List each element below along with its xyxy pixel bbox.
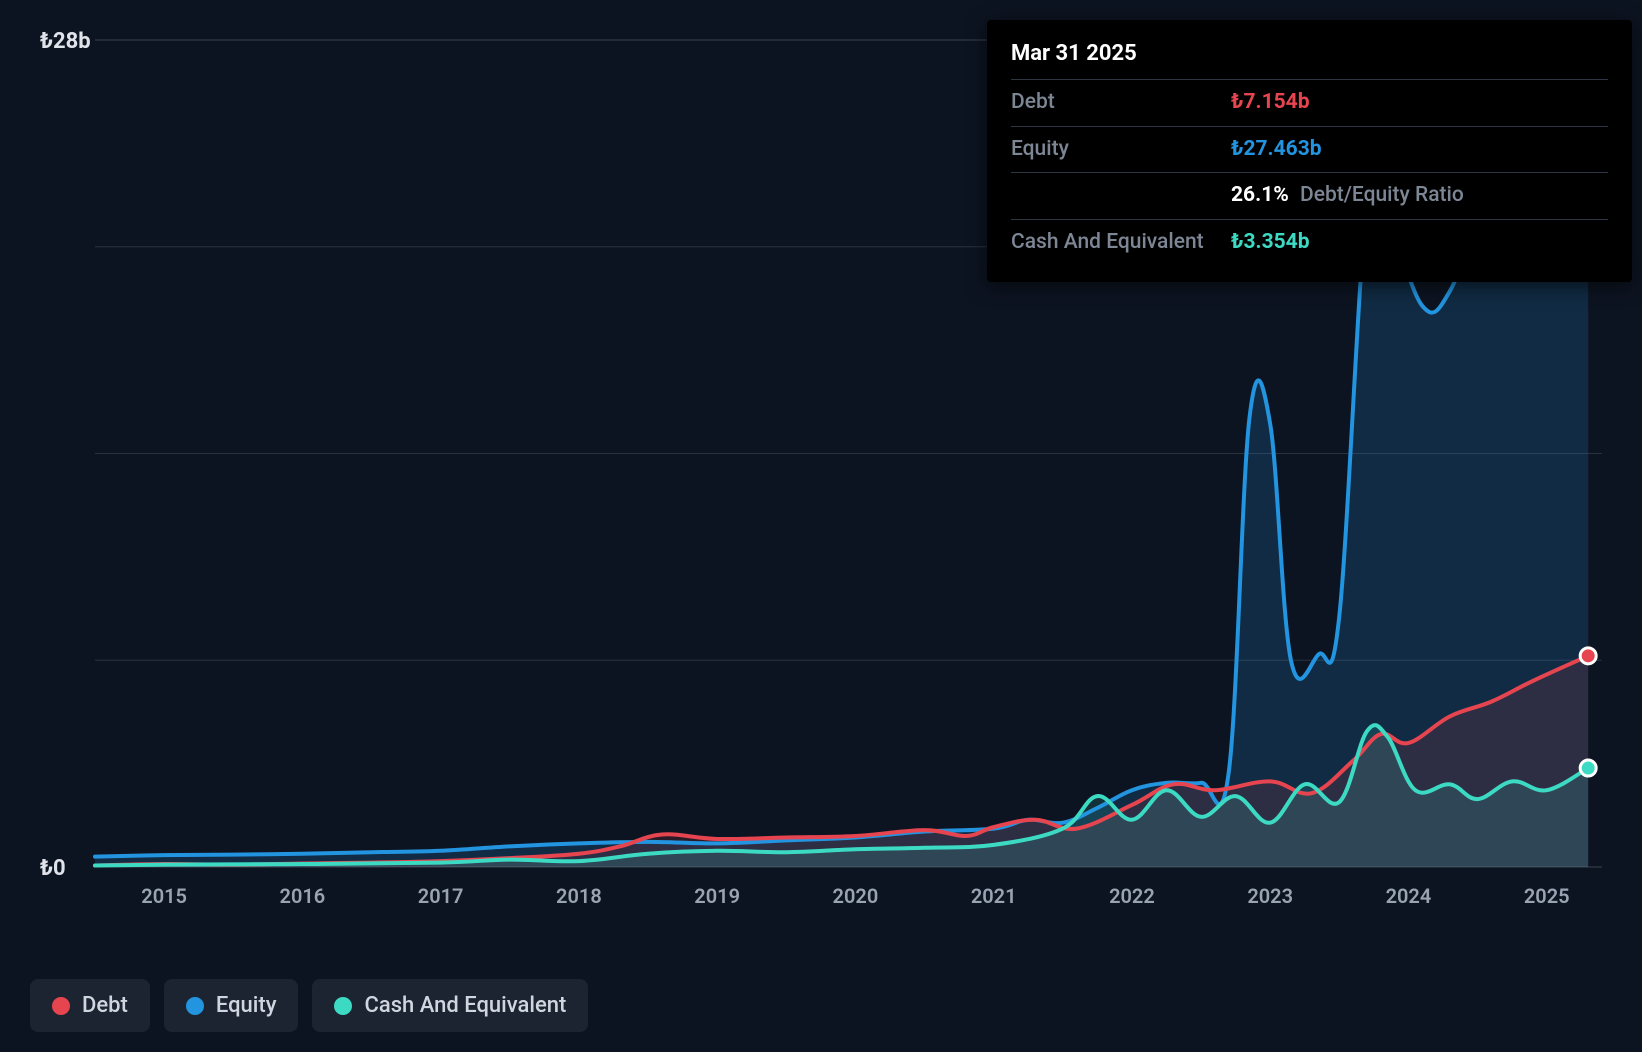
svg-text:2018: 2018: [556, 884, 602, 908]
tooltip-label: Cash And Equivalent: [1011, 226, 1231, 260]
svg-text:2021: 2021: [971, 884, 1017, 908]
tooltip-value: ₺7.154b: [1231, 86, 1310, 120]
tooltip-label: [1011, 179, 1231, 213]
tooltip-value: ₺3.354b: [1231, 226, 1310, 260]
chart-legend: Debt Equity Cash And Equivalent: [30, 979, 588, 1032]
svg-text:2023: 2023: [1247, 884, 1293, 908]
tooltip-row-ratio: 26.1% Debt/Equity Ratio: [1011, 172, 1608, 219]
legend-swatch: [52, 997, 70, 1015]
tooltip-label: Debt: [1011, 86, 1231, 120]
svg-text:₺28b: ₺28b: [40, 30, 91, 54]
legend-swatch: [186, 997, 204, 1015]
svg-text:2024: 2024: [1386, 884, 1432, 908]
legend-label: Debt: [82, 993, 128, 1018]
legend-label: Equity: [216, 993, 277, 1018]
tooltip-date: Mar 31 2025: [1011, 36, 1608, 79]
legend-item-cash[interactable]: Cash And Equivalent: [312, 979, 588, 1032]
svg-text:2022: 2022: [1109, 884, 1155, 908]
svg-text:2017: 2017: [418, 884, 464, 908]
legend-item-debt[interactable]: Debt: [30, 979, 150, 1032]
chart-container: ₺0 ₺28b 2015 2016 2017 2018 2019 2020 2021 2022 20…: [0, 0, 1642, 1052]
svg-text:2025: 2025: [1524, 884, 1570, 908]
tooltip-row-cash: Cash And Equivalent ₺3.354b: [1011, 219, 1608, 266]
svg-text:2015: 2015: [141, 884, 187, 908]
tooltip-ratio-label: Debt/Equity Ratio: [1300, 183, 1464, 207]
svg-text:2016: 2016: [280, 884, 326, 908]
tooltip-ratio: 26.1% Debt/Equity Ratio: [1231, 179, 1464, 213]
tooltip-label: Equity: [1011, 133, 1231, 167]
tooltip-ratio-value: 26.1%: [1231, 183, 1289, 207]
svg-text:2020: 2020: [833, 884, 879, 908]
legend-swatch: [334, 997, 352, 1015]
svg-text:₺0: ₺0: [40, 856, 66, 881]
chart-tooltip: Mar 31 2025 Debt ₺7.154b Equity ₺27.463b…: [987, 20, 1632, 282]
tooltip-value: ₺27.463b: [1231, 133, 1322, 167]
tooltip-row-debt: Debt ₺7.154b: [1011, 79, 1608, 126]
svg-text:2019: 2019: [694, 884, 740, 908]
legend-item-equity[interactable]: Equity: [164, 979, 299, 1032]
tooltip-row-equity: Equity ₺27.463b: [1011, 126, 1608, 173]
legend-label: Cash And Equivalent: [364, 993, 566, 1018]
